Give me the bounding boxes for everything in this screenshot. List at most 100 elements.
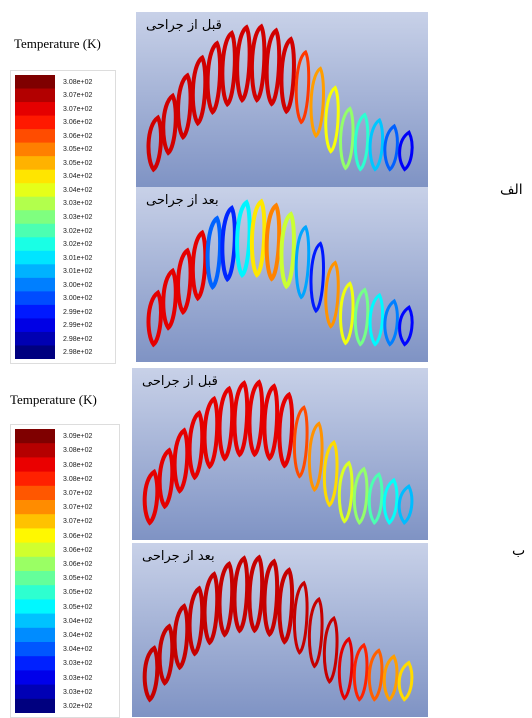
blade <box>142 468 160 526</box>
blade <box>264 202 282 282</box>
panel-label: ب <box>512 543 526 559</box>
colorbar-band <box>15 684 55 700</box>
panel-label: الف <box>500 182 523 198</box>
blade <box>397 660 414 702</box>
blade <box>172 603 190 671</box>
colorbar-band <box>15 528 55 544</box>
colorbar-title: Temperature (K) <box>10 392 97 407</box>
colorbar-label: 2.98e+02 <box>63 349 93 357</box>
blade <box>190 54 208 127</box>
blade <box>367 648 384 702</box>
blade <box>382 477 399 525</box>
colorbar-strip <box>15 75 55 359</box>
blade <box>157 623 175 686</box>
blade <box>382 654 399 702</box>
colorbar-band <box>15 237 55 252</box>
colorbar-band <box>15 264 55 279</box>
colorbar-label: 3.04e+02 <box>63 617 93 625</box>
blade <box>202 395 220 470</box>
colorbar-band <box>15 599 55 615</box>
blade <box>187 409 205 481</box>
image-caption: بعد از جراحی <box>146 193 219 208</box>
blade <box>292 580 309 655</box>
blade <box>232 380 250 458</box>
colorbar-band <box>15 196 55 211</box>
colorbar-band <box>15 471 55 487</box>
colorbar-label: 3.03e+02 <box>63 214 93 221</box>
colorbar-band <box>15 115 55 130</box>
blade <box>205 40 223 116</box>
blade <box>232 555 250 634</box>
blade <box>307 421 324 493</box>
blade <box>279 36 296 115</box>
colorbar-band <box>15 75 55 90</box>
blade <box>294 49 311 125</box>
blade <box>262 383 280 462</box>
colorbar-band <box>15 277 55 292</box>
colorbar-label: 2.98e+02 <box>63 335 93 343</box>
blade <box>353 287 370 347</box>
colorbar-band <box>15 304 55 319</box>
blade <box>202 571 220 646</box>
colorbar-band <box>15 250 55 265</box>
blade <box>247 379 265 458</box>
colorbar-band <box>15 88 55 103</box>
blade <box>220 30 237 108</box>
blade <box>176 72 193 141</box>
colorbar-label: 3.06e+02 <box>63 119 93 127</box>
colorbar-band <box>15 156 55 171</box>
blade <box>146 114 164 173</box>
colorbar-band <box>15 318 55 333</box>
blade <box>277 391 295 469</box>
colorbar-band <box>15 169 55 184</box>
colorbar-label: 3.03e+02 <box>63 688 93 696</box>
colorbar-strip <box>15 429 55 713</box>
blade <box>352 466 369 525</box>
colorbar-band <box>15 585 55 600</box>
colorbar-label: 3.08e+02 <box>63 78 93 86</box>
blade <box>190 229 208 302</box>
colorbar-band <box>15 656 55 671</box>
colorbar-label: 3.05e+02 <box>63 589 93 597</box>
colorbar-band <box>15 556 55 572</box>
colorbar-label: 3.03e+02 <box>63 200 93 208</box>
colorbar-band <box>15 500 55 515</box>
colorbar: 3.08e+02 3.07e+02 3.07e+02 3.06e+02 3.06e+02… <box>10 70 116 364</box>
blade <box>337 460 354 524</box>
colorbar-band <box>15 613 55 629</box>
colorbar-label: 3.05e+02 <box>63 603 93 611</box>
colorbar-label: 3.06e+02 <box>63 546 93 554</box>
colorbar-band <box>15 142 55 157</box>
blade <box>352 642 369 702</box>
colorbar-label: 3.00e+02 <box>63 281 93 289</box>
blade <box>172 427 190 494</box>
blade <box>205 215 223 291</box>
colorbar-band <box>15 627 55 643</box>
colorbar-band <box>15 514 55 529</box>
blade <box>277 567 295 645</box>
blade <box>324 260 340 329</box>
blade <box>279 211 296 290</box>
colorbar-label: 3.08e+02 <box>63 447 93 455</box>
image-caption: قبل از جراحی <box>146 18 222 33</box>
colorbar-label: 3.03e+02 <box>63 660 93 668</box>
colorbar-band <box>15 129 55 144</box>
colorbar: 3.09e+02 3.08e+02 3.08e+02 3.08e+02 3.07e+02… <box>10 424 120 718</box>
blade <box>264 27 282 107</box>
blade <box>161 267 178 331</box>
blade <box>235 24 252 103</box>
blade <box>353 112 370 172</box>
colorbar-band <box>15 331 55 346</box>
simulation-image <box>132 543 428 717</box>
blade <box>309 241 325 314</box>
colorbar-band <box>15 642 55 657</box>
colorbar-band <box>15 670 55 686</box>
blade <box>339 106 355 171</box>
colorbar-label: 3.07e+02 <box>63 504 93 512</box>
blade <box>367 471 384 525</box>
colorbar-label: 3.02e+02 <box>63 227 93 235</box>
blade <box>309 66 325 139</box>
blade <box>383 298 399 347</box>
colorbar-band <box>15 457 55 473</box>
colorbar-label: 3.01e+02 <box>63 268 93 276</box>
